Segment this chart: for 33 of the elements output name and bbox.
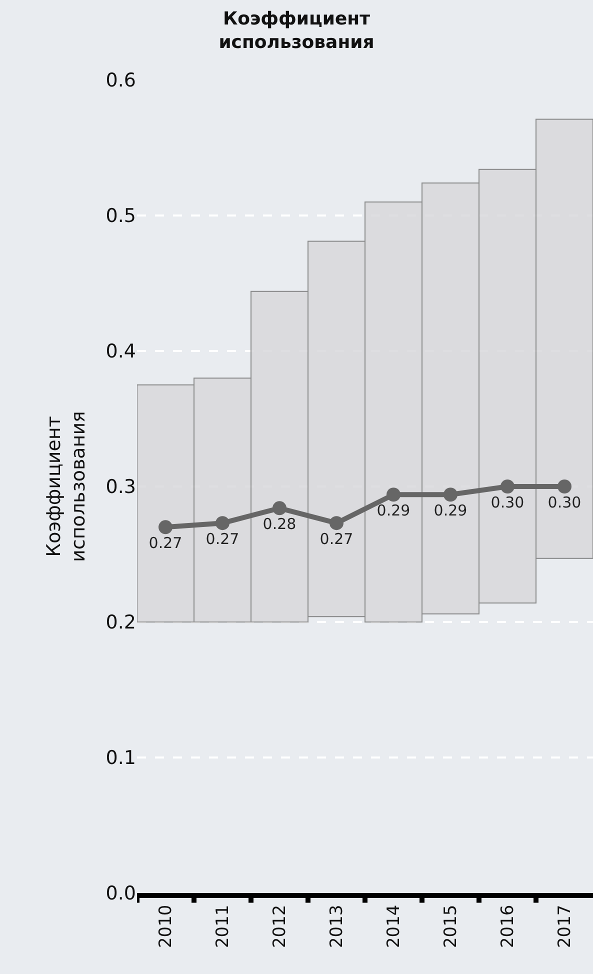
point <box>558 480 572 494</box>
y-tick-label: 0.4 <box>106 340 136 363</box>
data-label: 0.30 <box>490 494 524 512</box>
y-tick-label: 0.0 <box>106 882 136 905</box>
point <box>444 488 458 502</box>
x-tick-label: 2012 <box>270 904 290 948</box>
y-tick-label: 0.3 <box>106 476 136 498</box>
x-tick-label: 2017 <box>555 904 576 948</box>
x-tick-label: 2016 <box>498 904 518 948</box>
y-tick-label: 0.5 <box>106 205 136 228</box>
data-label: 0.27 <box>320 530 354 548</box>
point <box>386 488 400 502</box>
data-label: 0.29 <box>376 502 410 520</box>
data-label: 0.29 <box>434 502 468 520</box>
point <box>500 480 514 494</box>
x-tick-label: 2015 <box>441 904 462 948</box>
chart-title: Коэффициент использования <box>218 8 374 53</box>
data-label: 0.30 <box>548 494 582 512</box>
y-tick-label: 0.6 <box>106 70 136 92</box>
data-label: 0.28 <box>262 515 296 534</box>
x-tick-label: 2011 <box>213 904 234 948</box>
x-tick-label: 2010 <box>156 904 176 948</box>
data-label: 0.27 <box>206 530 240 548</box>
x-tick-label: 2013 <box>327 904 348 948</box>
point <box>158 520 172 534</box>
y-axis-title: Коэффициент использования <box>42 411 90 562</box>
y-tick-label: 0.2 <box>106 612 136 634</box>
x-tick-label: 2014 <box>384 904 404 948</box>
point <box>216 516 230 530</box>
y-tick-label: 0.1 <box>106 747 136 770</box>
point <box>330 516 344 530</box>
point <box>272 501 286 516</box>
data-label: 0.27 <box>148 534 182 552</box>
